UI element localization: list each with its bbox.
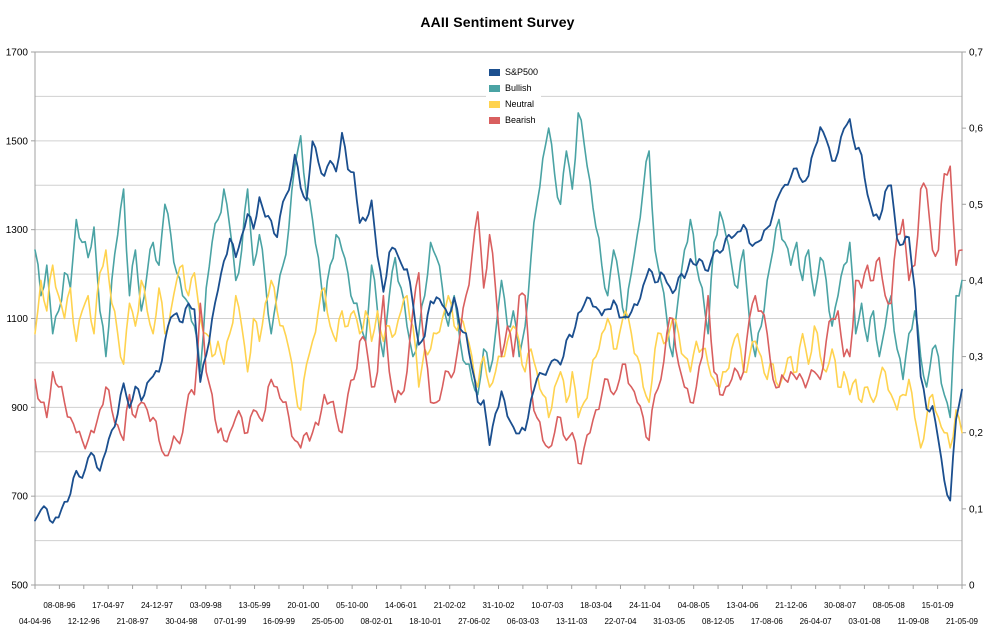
svg-text:26-04-07: 26-04-07 xyxy=(800,617,833,626)
legend-label-neutral: Neutral xyxy=(505,99,535,109)
legend-label-bearish: Bearish xyxy=(505,115,536,125)
svg-text:1500: 1500 xyxy=(6,136,29,147)
svg-text:16-09-99: 16-09-99 xyxy=(263,617,296,626)
svg-text:31-10-02: 31-10-02 xyxy=(482,601,515,610)
legend: S&P500 Bullish Neutral Bearish xyxy=(486,66,542,126)
svg-text:18-10-01: 18-10-01 xyxy=(409,617,442,626)
svg-text:04-08-05: 04-08-05 xyxy=(678,601,711,610)
svg-text:10-07-03: 10-07-03 xyxy=(531,601,564,610)
svg-text:08-08-96: 08-08-96 xyxy=(43,601,76,610)
svg-text:0,4: 0,4 xyxy=(969,276,983,287)
svg-text:0,6: 0,6 xyxy=(969,124,983,135)
svg-text:08-02-01: 08-02-01 xyxy=(361,617,394,626)
svg-text:1700: 1700 xyxy=(6,48,29,59)
svg-text:0,7: 0,7 xyxy=(969,48,983,59)
svg-text:24-11-04: 24-11-04 xyxy=(629,601,661,610)
svg-text:17-08-06: 17-08-06 xyxy=(751,617,784,626)
svg-text:13-05-99: 13-05-99 xyxy=(239,601,272,610)
sp500-legend-swatch xyxy=(489,68,500,76)
svg-text:22-07-04: 22-07-04 xyxy=(604,617,637,626)
chart-title: AAII Sentiment Survey xyxy=(420,14,575,30)
svg-text:900: 900 xyxy=(11,403,28,414)
svg-text:500: 500 xyxy=(11,581,28,592)
svg-text:13-04-06: 13-04-06 xyxy=(726,601,759,610)
legend-label-sp500: S&P500 xyxy=(505,67,539,77)
svg-text:1300: 1300 xyxy=(6,225,29,236)
svg-text:1100: 1100 xyxy=(6,314,28,325)
y-axis-right: 0,7 0,6 0,5 0,4 0,3 0,2 0,1 0 xyxy=(962,48,983,592)
svg-text:05-10-00: 05-10-00 xyxy=(336,601,369,610)
svg-text:08-05-08: 08-05-08 xyxy=(873,601,906,610)
svg-text:06-03-03: 06-03-03 xyxy=(507,617,540,626)
legend-item-neutral: Neutral xyxy=(489,99,538,109)
svg-text:0,3: 0,3 xyxy=(969,352,983,363)
svg-text:30-08-07: 30-08-07 xyxy=(824,601,857,610)
svg-text:03-01-08: 03-01-08 xyxy=(848,617,881,626)
legend-item-bearish: Bearish xyxy=(489,115,538,125)
svg-text:07-01-99: 07-01-99 xyxy=(214,617,247,626)
svg-text:21-12-06: 21-12-06 xyxy=(775,601,808,610)
svg-text:0,2: 0,2 xyxy=(969,428,983,439)
svg-text:08-12-05: 08-12-05 xyxy=(702,617,735,626)
svg-text:18-03-04: 18-03-04 xyxy=(580,601,613,610)
svg-text:04-04-96: 04-04-96 xyxy=(19,617,52,626)
y-axis-left: 1700 1500 1300 1100 900 700 500 xyxy=(6,48,35,592)
svg-text:31-03-05: 31-03-05 xyxy=(653,617,686,626)
svg-text:21-02-02: 21-02-02 xyxy=(434,601,467,610)
svg-text:30-04-98: 30-04-98 xyxy=(165,617,198,626)
svg-text:15-01-09: 15-01-09 xyxy=(922,601,955,610)
svg-text:0,5: 0,5 xyxy=(969,200,983,211)
svg-text:20-01-00: 20-01-00 xyxy=(287,601,320,610)
svg-text:11-09-08: 11-09-08 xyxy=(897,617,929,626)
svg-text:21-05-09: 21-05-09 xyxy=(946,617,979,626)
x-axis: 04-04-96 08-08-96 12-12-96 17-04-97 21-08-97… xyxy=(19,585,979,626)
legend-item-sp500: S&P500 xyxy=(489,67,538,77)
bullish-legend-swatch xyxy=(489,84,500,92)
svg-text:700: 700 xyxy=(11,492,28,503)
bearish-legend-swatch xyxy=(489,116,500,124)
svg-text:0: 0 xyxy=(969,581,975,592)
svg-text:03-09-98: 03-09-98 xyxy=(190,601,223,610)
svg-text:0,1: 0,1 xyxy=(969,504,983,515)
series-line-bullish xyxy=(34,112,963,419)
legend-item-bullish: Bullish xyxy=(489,83,538,93)
svg-text:14-06-01: 14-06-01 xyxy=(385,601,418,610)
svg-text:21-08-97: 21-08-97 xyxy=(117,617,150,626)
svg-text:13-11-03: 13-11-03 xyxy=(556,617,588,626)
legend-label-bullish: Bullish xyxy=(505,83,532,93)
neutral-legend-swatch xyxy=(489,100,500,108)
svg-text:25-05-00: 25-05-00 xyxy=(312,617,345,626)
series-line-bearish xyxy=(34,165,963,465)
series-line-neutral xyxy=(34,249,963,449)
series-line-sp500 xyxy=(34,118,963,524)
svg-text:12-12-96: 12-12-96 xyxy=(68,617,101,626)
svg-text:17-04-97: 17-04-97 xyxy=(92,601,125,610)
svg-text:27-06-02: 27-06-02 xyxy=(458,617,491,626)
svg-text:24-12-97: 24-12-97 xyxy=(141,601,174,610)
